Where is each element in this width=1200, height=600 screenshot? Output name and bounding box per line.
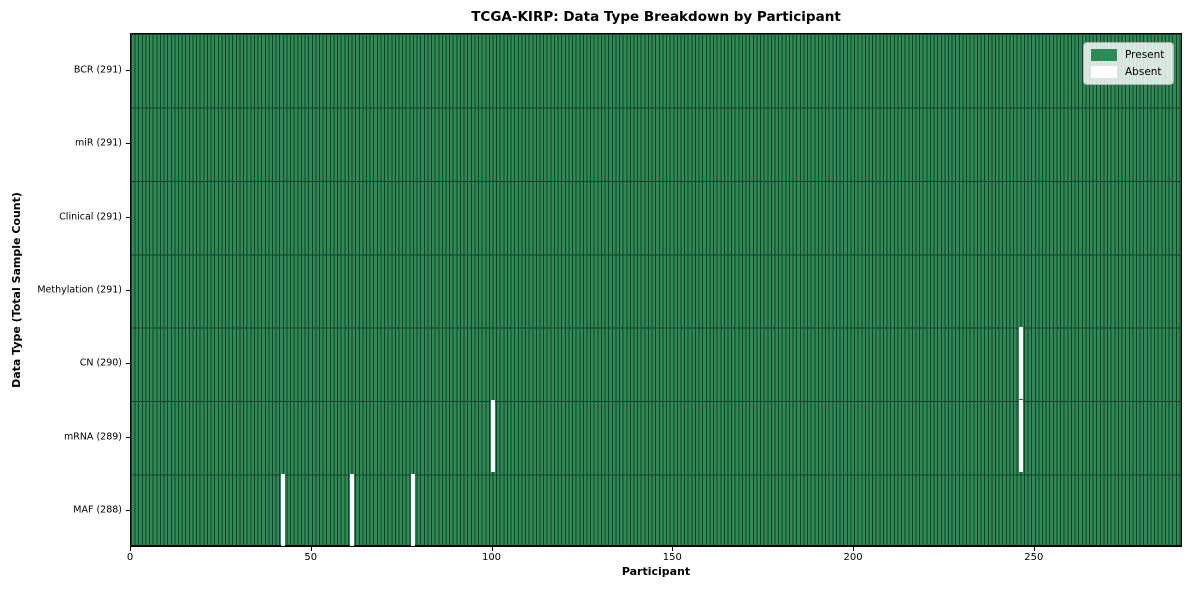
absent-cell-MAF-42 bbox=[281, 473, 286, 546]
y-tick-mark bbox=[126, 143, 130, 145]
absent-cell-CN-246 bbox=[1018, 326, 1023, 399]
legend-label: Present bbox=[1125, 49, 1165, 61]
legend-swatch-absent bbox=[1091, 66, 1117, 78]
legend-entry-present: Present bbox=[1091, 49, 1164, 61]
x-tick-mark bbox=[853, 547, 855, 551]
plot-area bbox=[130, 33, 1182, 547]
legend-label: Absent bbox=[1125, 66, 1162, 78]
y-tick-label-Clinical: Clinical (291) bbox=[59, 211, 122, 223]
x-tick-mark bbox=[130, 547, 131, 551]
x-tick-label-200: 200 bbox=[843, 552, 863, 563]
legend-swatch-present bbox=[1091, 49, 1117, 61]
x-tick-mark bbox=[491, 547, 493, 551]
absent-cell-MAF-78 bbox=[411, 473, 416, 546]
y-tick-label-CN: CN (290) bbox=[79, 357, 122, 369]
x-axis-label: Participant bbox=[621, 565, 691, 578]
y-tick-label-BCR: BCR (291) bbox=[73, 64, 122, 76]
x-tick-label-0: 0 bbox=[126, 552, 134, 563]
y-tick-label-Methylation: Methylation (291) bbox=[37, 284, 122, 296]
y-tick-label-miR: miR (291) bbox=[74, 137, 122, 149]
y-tick-mark bbox=[126, 290, 130, 291]
chart-title: TCGA-KIRP: Data Type Breakdown by Partic… bbox=[471, 9, 841, 25]
legend: Present Absent bbox=[1083, 42, 1175, 85]
x-tick-label-50: 50 bbox=[304, 552, 318, 563]
x-tick-mark bbox=[672, 547, 674, 551]
y-tick-mark bbox=[126, 216, 130, 218]
absent-cell-mRNA-246 bbox=[1018, 400, 1023, 473]
x-tick-label-150: 150 bbox=[662, 552, 682, 563]
absent-cell-MAF-61 bbox=[349, 473, 354, 546]
y-tick-mark bbox=[126, 436, 130, 438]
y-tick-mark bbox=[126, 363, 130, 365]
x-tick-mark bbox=[310, 547, 312, 551]
x-tick-label-100: 100 bbox=[481, 552, 502, 563]
y-tick-mark bbox=[126, 510, 130, 512]
y-tick-label-MAF: MAF (288) bbox=[73, 504, 122, 516]
x-tick-label-250: 250 bbox=[1024, 552, 1044, 563]
y-tick-mark bbox=[126, 69, 130, 71]
absent-cell-mRNA-100 bbox=[490, 400, 495, 473]
y-tick-label-mRNA: mRNA (289) bbox=[63, 431, 122, 443]
x-tick-mark bbox=[1033, 547, 1035, 551]
legend-entry-absent: Absent bbox=[1091, 66, 1164, 78]
